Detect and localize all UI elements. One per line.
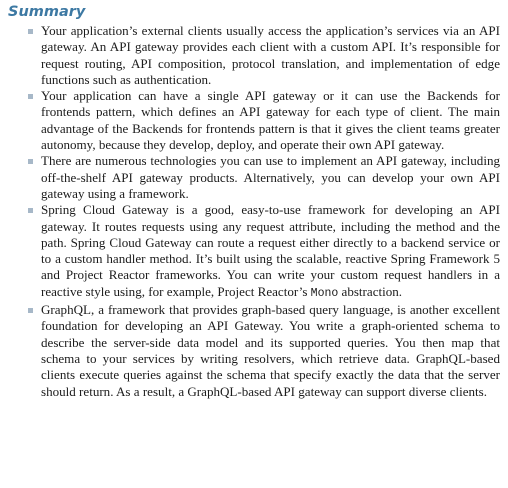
bullet-text: Spring Cloud Gateway is a good, easy-to-… — [41, 202, 500, 299]
bullet-text: There are numerous technologies you can … — [41, 153, 500, 201]
section-title: Summary — [8, 4, 86, 20]
bullet-text-continued: abstraction. — [338, 283, 403, 299]
square-bullet-icon — [28, 208, 33, 214]
bullet-text: GraphQL, a framework that provides graph… — [41, 302, 500, 399]
square-bullet-icon — [28, 29, 33, 34]
bullet-text: Your application can have a single API g… — [41, 88, 500, 153]
summary-bullet-list: Your application’s external clients usua… — [8, 23, 500, 400]
summary-bullet-item: There are numerous technologies you can … — [8, 153, 500, 202]
square-bullet-icon — [28, 308, 33, 314]
summary-bullet-item: GraphQL, a framework that provides graph… — [8, 302, 500, 400]
summary-bullet-item: Spring Cloud Gateway is a good, easy-to-… — [8, 202, 500, 302]
code-term-mono: Mono — [310, 286, 339, 300]
summary-bullet-item: Your application’s external clients usua… — [8, 23, 500, 88]
square-bullet-icon — [28, 94, 33, 100]
square-bullet-icon — [28, 159, 33, 165]
summary-bullet-item: Your application can have a single API g… — [8, 88, 500, 153]
bullet-text: Your application’s external clients usua… — [41, 23, 500, 87]
